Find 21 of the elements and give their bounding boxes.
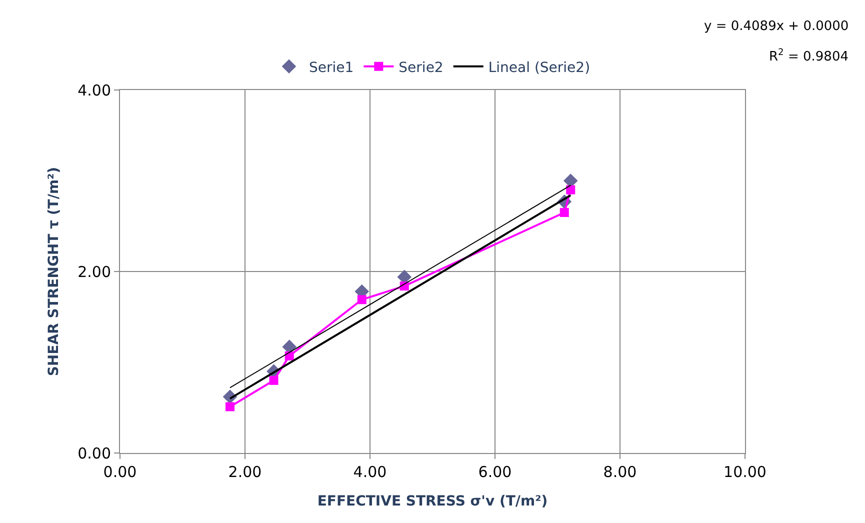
text: R$^{2}$ = 0.9804 [769, 48, 848, 64]
y-tick-label: 0.00 [78, 444, 111, 462]
x-tick-label: 6.00 [478, 463, 512, 481]
point [560, 208, 569, 218]
legend-label: Serie1 [309, 60, 354, 76]
x-axis-title: EFFECTIVE STRESS σ'v (T/m²) [317, 493, 548, 510]
legend-label: Serie2 [398, 60, 444, 76]
point [357, 295, 366, 304]
x-tick-label: 10.00 [724, 463, 766, 481]
text: y = 0.4089x + 0.0000 [704, 19, 849, 34]
legend-label: Lineal (Serie2) [488, 60, 590, 76]
x-tick-label: 8.00 [603, 463, 637, 481]
y-tick-label: 4.00 [78, 81, 111, 100]
y-axis-title: SHEAR STRENGHT τ (T/m²) [46, 166, 62, 376]
x-tick-label: 4.00 [353, 463, 387, 481]
y-tick-label: 2.00 [78, 262, 111, 281]
x-tick-label: 0.00 [103, 463, 137, 481]
point [566, 185, 576, 194]
point [269, 376, 278, 385]
point [226, 402, 234, 412]
x-tick-label: 2.00 [228, 463, 262, 481]
